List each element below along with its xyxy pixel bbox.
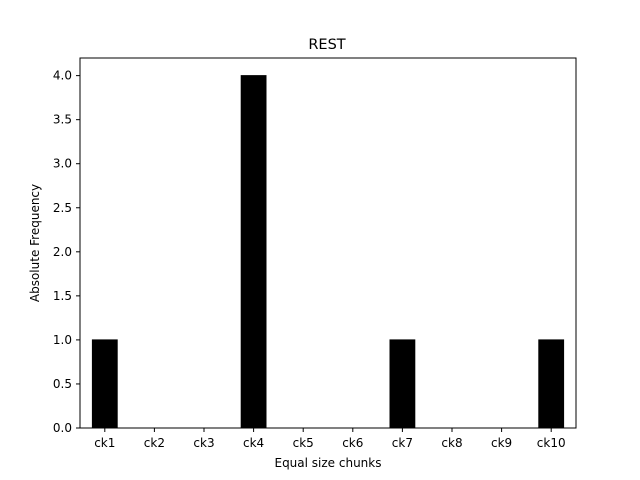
x-tick-label: ck1 xyxy=(94,436,115,450)
x-tick-label: ck4 xyxy=(243,436,264,450)
x-axis-label: Equal size chunks xyxy=(274,456,381,470)
chart-title: REST xyxy=(308,37,345,53)
y-axis: 0.0 0.5 1.0 1.5 2.0 2.5 3.0 3.5 4.0 xyxy=(53,69,80,435)
x-tick-label: ck5 xyxy=(293,436,314,450)
y-tick-label: 0.5 xyxy=(53,377,72,391)
x-tick-label: ck3 xyxy=(193,436,214,450)
x-tick-label: ck7 xyxy=(392,436,413,450)
y-axis-label: Absolute Frequency xyxy=(28,184,42,302)
bars-group xyxy=(91,75,565,429)
x-tick-label: ck8 xyxy=(441,436,462,450)
x-tick-label: ck9 xyxy=(491,436,512,450)
bar-ck10 xyxy=(538,339,565,429)
x-tick-label: ck2 xyxy=(144,436,165,450)
plot-frame xyxy=(79,57,577,429)
y-tick-label: 0.0 xyxy=(53,421,72,435)
y-tick-label: 3.5 xyxy=(53,113,72,127)
x-tick-label: ck6 xyxy=(342,436,363,450)
bar-ck1 xyxy=(91,339,118,429)
bar-ck7 xyxy=(389,339,416,429)
y-tick-label: 1.5 xyxy=(53,289,72,303)
y-tick-label: 3.0 xyxy=(53,157,72,171)
y-tick-label: 4.0 xyxy=(53,69,72,83)
bar-ck4 xyxy=(240,75,267,429)
y-tick-label: 1.0 xyxy=(53,333,72,347)
y-tick-label: 2.0 xyxy=(53,245,72,259)
x-tick-label: ck10 xyxy=(537,436,566,450)
y-tick-label: 2.5 xyxy=(53,201,72,215)
x-axis: ck1 ck2 ck3 ck4 ck5 ck6 ck7 ck8 ck9 ck10 xyxy=(94,428,566,450)
